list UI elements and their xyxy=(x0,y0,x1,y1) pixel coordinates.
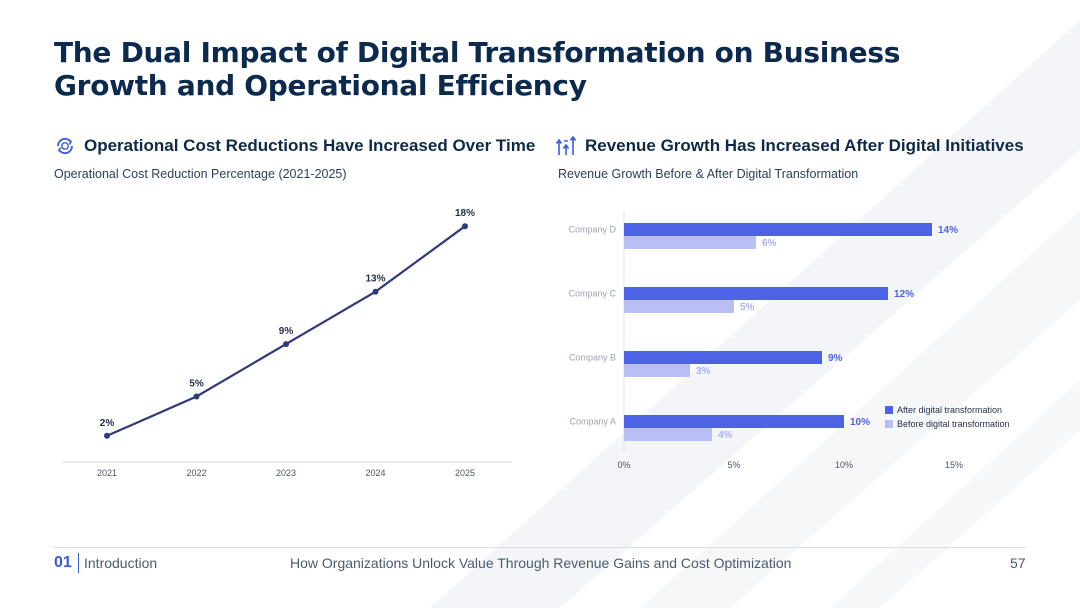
x-tick-label: 15% xyxy=(945,460,963,470)
x-tick-label: 2023 xyxy=(276,468,296,478)
line-point-2025 xyxy=(462,223,468,230)
after-bar-company-c xyxy=(624,287,888,300)
line-point-2024 xyxy=(372,288,379,295)
after-bar-company-d xyxy=(624,223,932,236)
left-chart-subtitle: Operational Cost Reduction Percentage (2… xyxy=(54,167,347,181)
line-point-2021 xyxy=(104,432,110,439)
line-data-label: 2% xyxy=(100,418,115,429)
left-section-heading: Operational Cost Reductions Have Increas… xyxy=(84,136,536,155)
right-section-heading: Revenue Growth Has Increased After Digit… xyxy=(585,136,1024,155)
bar-category-label: Company C xyxy=(568,289,616,299)
x-tick-label: 2024 xyxy=(365,468,385,478)
bar-data-label: 4% xyxy=(718,430,733,441)
before-bar-company-d xyxy=(624,236,756,249)
legend-label: Before digital transformation xyxy=(897,419,1010,429)
page-title: The Dual Impact of Digital Transformatio… xyxy=(54,36,901,102)
bar-data-label: 6% xyxy=(762,238,777,249)
footer-section-name: Introduction xyxy=(84,555,158,571)
bar-data-label: 9% xyxy=(828,353,843,364)
x-tick-label: 2021 xyxy=(97,468,117,478)
right-section-header: Revenue Growth Has Increased After Digit… xyxy=(555,135,1024,157)
left-section-header: Operational Cost Reductions Have Increas… xyxy=(54,135,535,157)
line-data-label: 13% xyxy=(365,274,385,285)
before-bar-company-b xyxy=(624,364,690,377)
bar-data-label: 12% xyxy=(894,289,914,300)
growth-arrows-icon xyxy=(555,135,577,157)
cost-reduction-line-chart: 2% 2021 5% 2022 9% 2023 13% 2024 18% 2025 xyxy=(62,208,512,478)
bar-category-label: Company A xyxy=(569,417,616,427)
line-point-2022 xyxy=(193,393,200,400)
bar-data-label: 5% xyxy=(740,302,755,313)
footer-section-number: 01 xyxy=(54,554,72,571)
after-bar-company-a xyxy=(624,415,844,428)
x-tick-label: 0% xyxy=(617,460,630,470)
before-bar-company-a xyxy=(624,428,712,441)
legend-swatch xyxy=(885,406,893,414)
footer-caption: How Organizations Unlock Value Through R… xyxy=(290,555,792,571)
line-data-label: 18% xyxy=(455,208,475,219)
x-tick-label: 5% xyxy=(727,460,740,470)
line-data-label: 9% xyxy=(279,326,294,337)
bar-data-label: 3% xyxy=(696,366,711,377)
x-tick-label: 2022 xyxy=(186,468,206,478)
chart-legend: After digital transformation Before digit… xyxy=(885,405,1010,429)
footer-separator xyxy=(78,553,79,573)
bar-category-label: Company D xyxy=(568,225,616,235)
revenue-growth-bar-chart: Company D 14% 6% Company C 12% 5% Company B 9% 3… xyxy=(568,210,1010,470)
legend-label: After digital transformation xyxy=(897,405,1002,415)
footer-divider xyxy=(54,547,1026,548)
line-point-2023 xyxy=(283,341,289,348)
line-data-label: 5% xyxy=(189,379,204,390)
cost-cycle-icon xyxy=(54,135,76,157)
page-number: 57 xyxy=(1010,555,1026,571)
x-tick-label: 2025 xyxy=(455,468,475,478)
x-tick-label: 10% xyxy=(835,460,853,470)
right-chart-subtitle: Revenue Growth Before & After Digital Tr… xyxy=(558,167,859,181)
before-bar-company-c xyxy=(624,300,734,313)
bar-category-label: Company B xyxy=(569,353,616,363)
bar-data-label: 14% xyxy=(938,225,958,236)
legend-swatch xyxy=(885,420,893,428)
bar-data-label: 10% xyxy=(850,417,870,428)
after-bar-company-b xyxy=(624,351,822,364)
